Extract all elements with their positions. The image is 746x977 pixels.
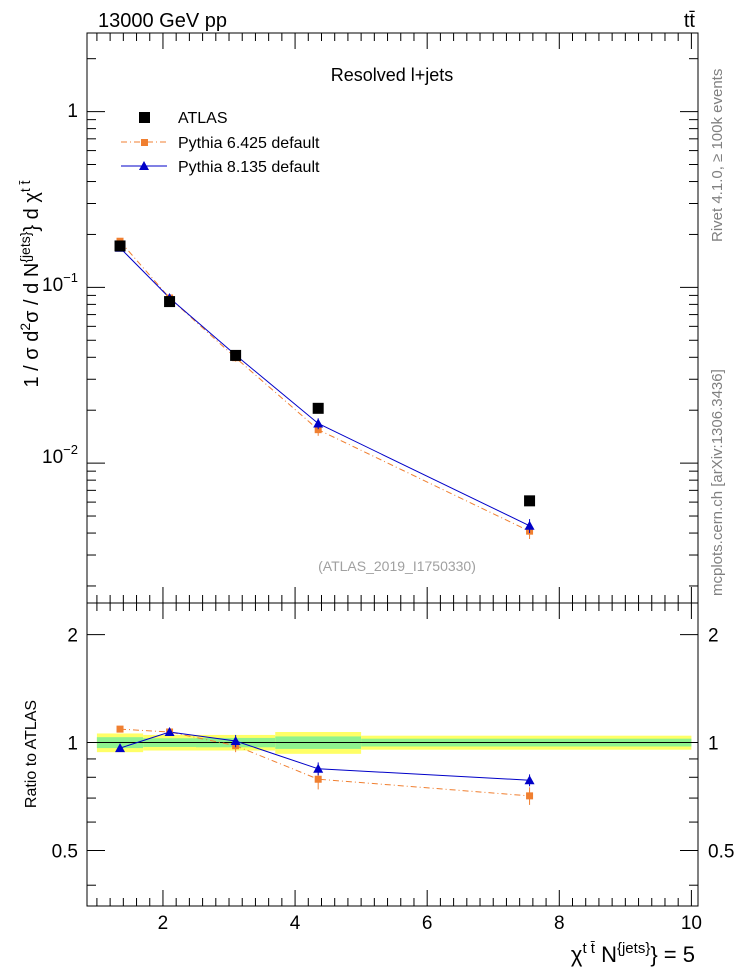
ratio-pythia8-point bbox=[313, 763, 324, 773]
ratio-frame bbox=[86, 602, 699, 907]
pythia6-line bbox=[119, 240, 530, 532]
ratio-y-tick-label-right: 1 bbox=[708, 734, 719, 755]
ratio-ticks bbox=[87, 603, 698, 906]
legend-marker-pythia8 bbox=[139, 161, 149, 170]
pythia8-line bbox=[119, 247, 530, 527]
x-tick-label: 8 bbox=[554, 913, 565, 934]
rivet-label: Rivet 4.1.0, ≥ 100k events bbox=[709, 69, 726, 242]
analysis-label: (ATLAS_2019_I1750330) bbox=[318, 558, 476, 574]
x-tick-label: 6 bbox=[422, 913, 433, 934]
y-tick-label-0.01: 10−2 bbox=[42, 442, 78, 468]
ratio-y-tick-label-left: 1 bbox=[67, 734, 78, 755]
svg-text:10−1: 10−1 bbox=[42, 270, 78, 296]
legend-entry-pythia6: Pythia 6.425 default bbox=[121, 135, 320, 152]
svg-text:1: 1 bbox=[67, 101, 78, 122]
legend-label-atlas: ATLAS bbox=[178, 110, 228, 127]
main-data-layer bbox=[114, 237, 536, 540]
pythia8-point bbox=[524, 520, 535, 530]
atlas-point bbox=[524, 495, 536, 507]
y-axis-label: 1 / σ d2σ / d N{jets}} d χt t̄ bbox=[17, 180, 43, 387]
x-tick-label: 4 bbox=[290, 913, 301, 934]
process-label: tt̄ bbox=[684, 10, 696, 32]
pythia8-point bbox=[313, 418, 324, 428]
main-ticks bbox=[87, 33, 698, 603]
legend-label-pythia8: Pythia 8.135 default bbox=[178, 159, 320, 176]
atlas-point bbox=[312, 402, 324, 414]
atlas-point bbox=[230, 349, 242, 361]
svg-text:10−2: 10−2 bbox=[42, 442, 78, 468]
x-tick-label: 2 bbox=[158, 913, 169, 934]
atlas-point bbox=[164, 296, 176, 308]
pythia6-point bbox=[314, 426, 322, 434]
ratio-panel: 0.5 0.5 1 1 2 2 2 4 6 8 10 Ratio to ATLAS χt t̄ N{… bbox=[23, 602, 735, 967]
ratio-pythia6-point bbox=[526, 792, 534, 800]
ratio-pythia8-point bbox=[164, 726, 175, 736]
energy-label: 13000 GeV pp bbox=[98, 10, 227, 32]
panel-title: Resolved l+jets bbox=[331, 65, 454, 85]
legend-entry-pythia8: Pythia 8.135 default bbox=[121, 159, 320, 176]
x-tick-label: 10 bbox=[681, 913, 702, 934]
ratio-tick-labels: 0.5 0.5 1 1 2 2 2 4 6 8 10 bbox=[52, 626, 735, 934]
ratio-y-tick-label-right: 0.5 bbox=[708, 841, 734, 862]
legend-label-pythia6: Pythia 6.425 default bbox=[178, 135, 320, 152]
atlas-point bbox=[114, 240, 126, 252]
ratio-y-axis-label: Ratio to ATLAS bbox=[23, 700, 40, 808]
ratio-data-layer bbox=[96, 725, 692, 805]
ratio-pythia6-point bbox=[116, 725, 124, 733]
legend-marker-pythia6 bbox=[141, 139, 148, 146]
legend: ATLAS Pythia 6.425 default Pythia 8.135 … bbox=[121, 110, 320, 176]
ratio-y-tick-label-right: 2 bbox=[708, 626, 719, 647]
y-tick-label-0.1: 10−1 bbox=[42, 270, 78, 296]
y-tick-label-1: 1 bbox=[67, 101, 78, 122]
ratio-pythia8-point bbox=[115, 743, 126, 753]
legend-marker-atlas bbox=[139, 112, 150, 123]
x-axis-label: χt t̄ N{jets}} = 5 bbox=[571, 940, 695, 967]
main-panel: Resolved l+jets (ATLAS_2019_I1750330) 1 … bbox=[17, 32, 699, 604]
ratio-pythia8-point bbox=[524, 775, 535, 785]
legend-entry-atlas: ATLAS bbox=[139, 110, 228, 127]
ratio-y-tick-label-left: 0.5 bbox=[52, 841, 78, 862]
ratio-pythia8-point bbox=[230, 735, 241, 745]
ratio-pythia6-point bbox=[314, 775, 322, 783]
ratio-y-tick-label-left: 2 bbox=[67, 626, 78, 647]
mcplots-label: mcplots.cern.ch [arXiv:1306.3436] bbox=[709, 369, 726, 596]
